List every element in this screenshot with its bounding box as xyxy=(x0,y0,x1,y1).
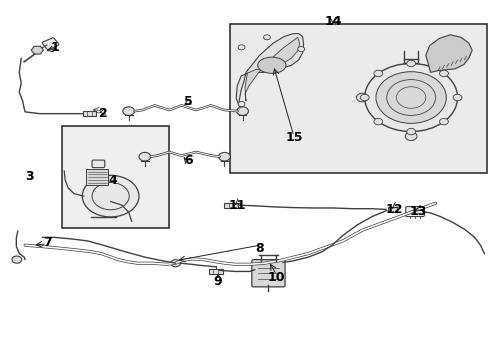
Text: 8: 8 xyxy=(255,242,264,255)
FancyBboxPatch shape xyxy=(406,207,424,217)
Text: 10: 10 xyxy=(268,271,286,284)
Circle shape xyxy=(360,94,369,101)
Text: 5: 5 xyxy=(184,95,193,108)
FancyBboxPatch shape xyxy=(252,260,285,287)
Text: 2: 2 xyxy=(99,107,108,120)
Bar xyxy=(62,126,169,228)
Circle shape xyxy=(238,45,245,50)
Circle shape xyxy=(219,152,230,161)
Circle shape xyxy=(453,94,462,101)
Text: 3: 3 xyxy=(24,170,33,183)
Circle shape xyxy=(374,118,383,125)
Circle shape xyxy=(238,102,245,107)
Bar xyxy=(209,269,222,274)
Text: 12: 12 xyxy=(385,203,403,216)
Bar xyxy=(230,24,487,173)
Circle shape xyxy=(82,175,139,217)
Circle shape xyxy=(356,93,368,102)
Circle shape xyxy=(407,129,416,135)
Text: 1: 1 xyxy=(50,41,59,54)
Circle shape xyxy=(440,118,448,125)
Circle shape xyxy=(405,132,417,140)
Text: 11: 11 xyxy=(229,199,246,212)
Circle shape xyxy=(376,72,446,123)
Circle shape xyxy=(298,46,305,51)
Circle shape xyxy=(123,107,135,116)
Circle shape xyxy=(365,63,458,132)
Bar xyxy=(388,207,397,212)
Circle shape xyxy=(237,107,248,116)
Text: 14: 14 xyxy=(324,15,342,28)
Bar xyxy=(83,111,97,116)
Polygon shape xyxy=(86,169,108,185)
Text: 7: 7 xyxy=(43,236,51,249)
Polygon shape xyxy=(236,34,304,108)
Circle shape xyxy=(12,256,22,263)
Text: 9: 9 xyxy=(214,275,222,288)
Circle shape xyxy=(407,60,416,67)
Text: 6: 6 xyxy=(185,154,193,167)
Text: 15: 15 xyxy=(285,131,303,144)
Bar xyxy=(224,203,238,208)
Text: 4: 4 xyxy=(109,174,118,187)
Circle shape xyxy=(139,152,151,161)
Circle shape xyxy=(374,70,383,77)
FancyBboxPatch shape xyxy=(42,38,59,50)
Polygon shape xyxy=(31,46,44,54)
Polygon shape xyxy=(245,37,300,101)
Ellipse shape xyxy=(258,57,286,73)
Circle shape xyxy=(264,35,270,40)
FancyBboxPatch shape xyxy=(92,160,105,168)
Circle shape xyxy=(171,260,180,267)
Polygon shape xyxy=(426,35,472,72)
Text: 13: 13 xyxy=(410,205,427,218)
Circle shape xyxy=(440,70,448,77)
